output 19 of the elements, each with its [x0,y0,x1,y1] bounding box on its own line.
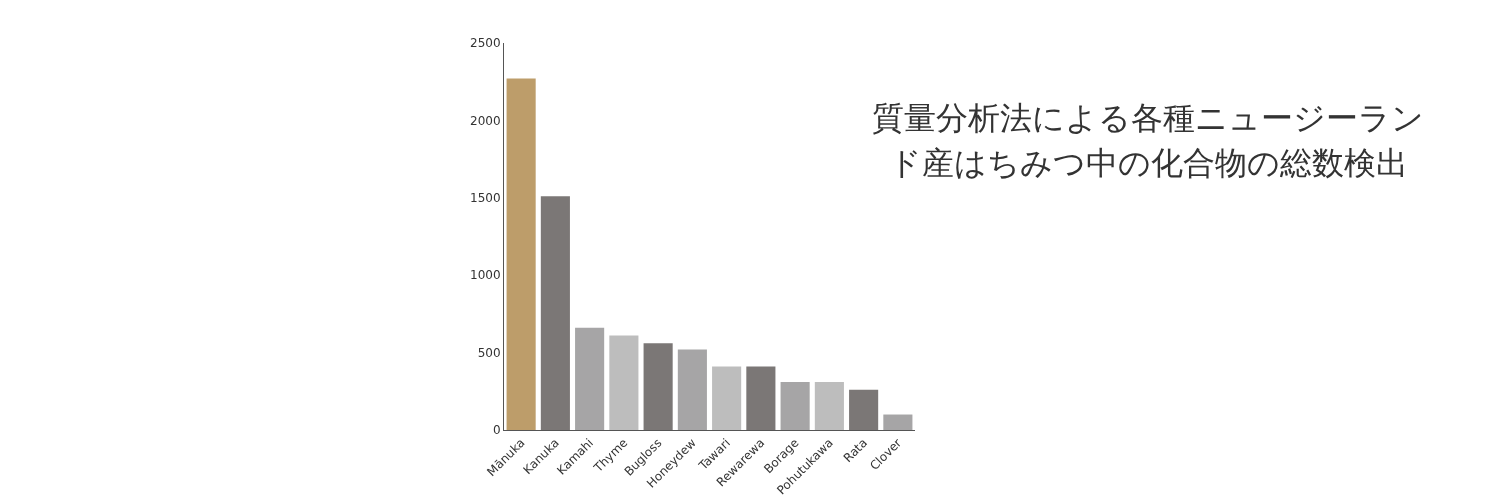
bar [849,389,879,430]
y-tick-label: 1000 [470,268,501,283]
y-tick-label: 0 [492,423,501,438]
bar [883,414,913,430]
bar [712,366,742,430]
bar [540,196,570,430]
text: 質量分析法による各種ニュージーランド産はちみつ中の化合物の総数検出 [871,98,1425,184]
y-tick-label: 2500 [470,36,501,51]
bar [677,349,707,430]
bar [746,366,776,430]
bar [643,343,673,430]
bar [814,382,844,430]
y-tick-label: 2000 [470,113,501,128]
y-tick-label: 1500 [470,191,501,205]
bar [780,382,810,430]
bar [506,78,536,430]
bar [575,327,605,430]
bar [609,335,639,430]
y-tick-label: 500 [477,345,501,360]
